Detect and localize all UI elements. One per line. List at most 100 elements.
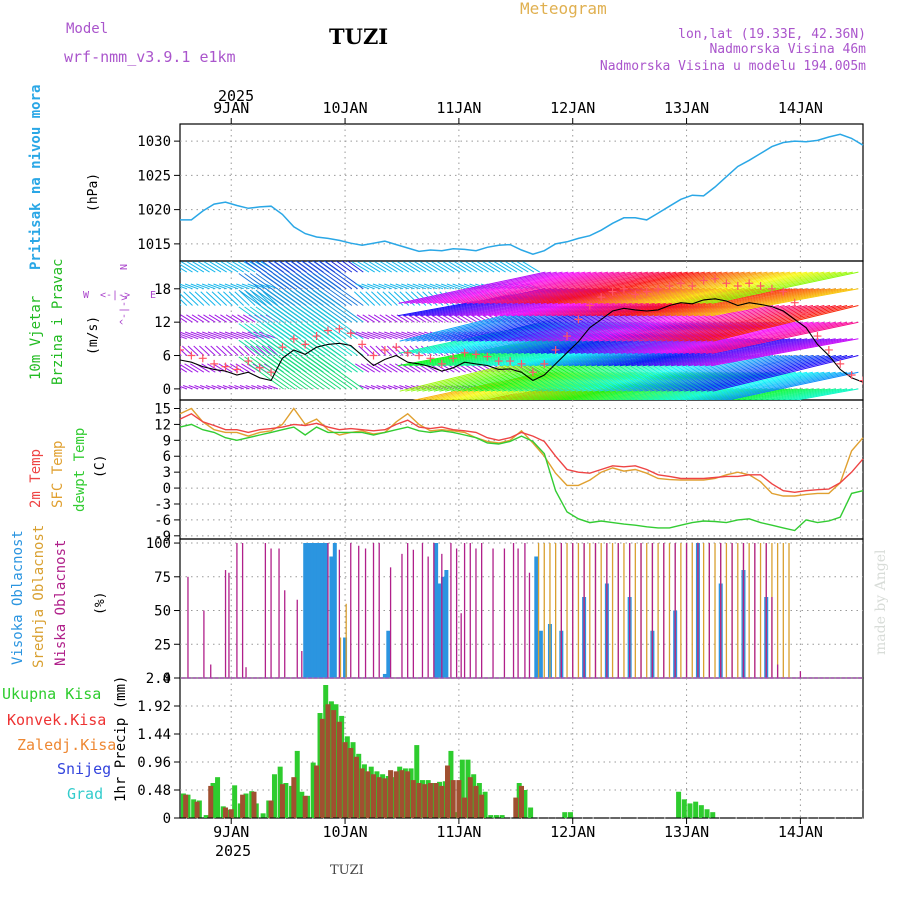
wind-barb [236, 331, 256, 340]
precip-convective-bar [314, 765, 320, 818]
wind-gust-marker [631, 290, 640, 299]
wind-barb [569, 271, 717, 304]
wind-barb [459, 314, 472, 323]
precip-convective-bar [240, 794, 246, 818]
wind-barb [323, 261, 364, 290]
wind-barb [415, 271, 563, 304]
wind-barb [180, 337, 182, 340]
wind-barb [535, 271, 683, 304]
wind-barb [220, 261, 239, 273]
wind-barb [632, 355, 779, 392]
wind-barb [783, 388, 848, 400]
precip-convective-bar [194, 801, 200, 818]
wind-barb [184, 363, 199, 373]
wind-barb [267, 345, 279, 356]
y-tick-label: 0 [163, 481, 171, 497]
wind-barb [220, 314, 233, 323]
wind-gust-marker [540, 359, 549, 368]
wind-barb [217, 385, 227, 390]
panel-frame [179, 123, 864, 262]
wind-barb [255, 345, 267, 356]
wind-barb [444, 271, 592, 304]
wind-barb [659, 288, 808, 317]
wind-barb [427, 271, 575, 304]
wind-barb [235, 363, 250, 373]
precip-convective-bar [348, 748, 354, 818]
y-tick-label: 6 [163, 449, 171, 465]
wind-gust-marker [597, 293, 606, 302]
time-axes: 9JAN 9JAN 10JAN 10JAN 11JAN 11JAN 12JAN 12JAN 13… [179, 99, 864, 841]
wind-barb [563, 271, 711, 304]
precip-total-bar [414, 745, 420, 818]
wind-barb [482, 261, 501, 273]
wind-barb [211, 385, 222, 390]
wind-barb [688, 271, 836, 304]
wind-barb [190, 283, 205, 290]
wind-gust-marker [380, 345, 389, 354]
wind-barb [694, 321, 842, 354]
wind-gust-marker [449, 354, 458, 363]
wind-barb [518, 271, 666, 304]
wind-barb [278, 356, 324, 390]
wind-barb [227, 345, 239, 356]
compass-n: N [119, 264, 130, 270]
cloud-ylabel-low: Niska Oblacnost [53, 540, 69, 666]
wind-barb [621, 355, 768, 392]
wind-gust-marker [836, 359, 845, 368]
wind-barb [680, 371, 814, 400]
wind-barb [367, 331, 387, 340]
wind-barb [335, 261, 353, 273]
pressure-unit: (hPa) [86, 173, 101, 212]
wind-barb [452, 283, 466, 290]
wind-barb [301, 306, 347, 340]
wind-barb [654, 271, 802, 304]
wind-barb [389, 331, 409, 340]
wind-barb [771, 388, 836, 400]
wind-gust-marker [312, 332, 321, 341]
wind-barb [476, 261, 495, 273]
temp-sfc-line [179, 407, 864, 497]
wind-barb [412, 283, 427, 290]
wind-barb [365, 385, 375, 390]
wind-barb [219, 331, 239, 340]
wind-barb [182, 385, 193, 390]
wind-unit: (m/s) [86, 316, 101, 355]
precip-total-bar [294, 750, 300, 818]
wind-barb [488, 261, 506, 273]
precip-total-bar [676, 791, 682, 818]
wind-barb [677, 271, 825, 304]
wind-barb [186, 314, 199, 323]
wind-barb [401, 331, 421, 340]
wind-barb [289, 356, 336, 390]
wind-barb [393, 385, 404, 390]
wind-barb [242, 314, 256, 323]
precip-convective-bar [251, 791, 257, 818]
wind-barb [180, 363, 193, 373]
wind-barb [368, 314, 381, 323]
wind-gust-marker [813, 332, 822, 341]
wind-barb [369, 345, 381, 356]
wind-barb [318, 273, 364, 306]
wind-barb [196, 331, 216, 340]
precip-convective-bar [433, 783, 439, 818]
wind-barb [258, 331, 279, 340]
bottom-date-label: 13JAN [664, 823, 709, 841]
precip-total-bar [243, 793, 249, 818]
wind-barb [626, 271, 774, 304]
legend-konvek: Konvek.Kisa [7, 711, 106, 729]
wind-barb [621, 305, 768, 342]
precip-convective-bar [365, 771, 371, 818]
top-date-label: 9JAN [213, 99, 249, 117]
y-tick-label: 12 [154, 417, 171, 433]
wind-barb [499, 261, 518, 273]
wind-barb [678, 355, 825, 392]
wind-barb [284, 356, 330, 390]
precip-convective-bar [439, 785, 445, 818]
temp-ylabel-sfc: SFC Temp [50, 441, 66, 508]
wind-barb [401, 283, 415, 290]
precip-convective-bar [445, 765, 451, 818]
wind-barb [699, 288, 848, 317]
wind-barb [193, 345, 205, 356]
wind-barb [306, 273, 353, 306]
wind-panel: 0 6 12 18 [154, 261, 863, 400]
